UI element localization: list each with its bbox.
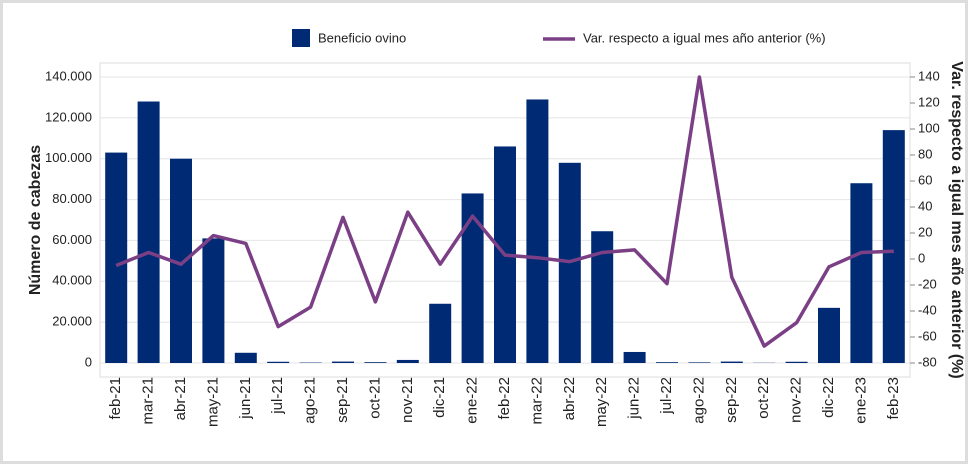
bar	[105, 152, 128, 363]
y2-tick-label: 120	[918, 94, 940, 109]
line	[115, 75, 894, 348]
x-tick-label: ene-23	[852, 377, 869, 424]
y-tick-label: 40.000	[52, 273, 92, 288]
y2-tick-label: -60	[918, 328, 937, 343]
x-tick-label: may-21	[204, 377, 221, 427]
bar	[332, 361, 354, 363]
y-axis-title: Número de cabezas	[27, 145, 44, 295]
x-tick-label: sep-21	[334, 377, 351, 423]
x-tick-label: nov-21	[399, 377, 416, 423]
y2-tick-label: 0	[918, 250, 925, 265]
x-tick-label: abr-21	[172, 377, 189, 420]
x-tick-label: jul-21	[269, 377, 286, 415]
bar	[170, 158, 192, 363]
y-tick-label: 60.000	[52, 232, 92, 247]
y2-tick-label: 100	[918, 120, 940, 135]
bar	[850, 183, 873, 363]
bar	[267, 361, 290, 363]
bar	[461, 193, 484, 363]
x-tick-label: mar-22	[528, 377, 545, 425]
bar	[202, 238, 225, 363]
x-tick-label: feb-21	[107, 377, 124, 420]
y2-tick-label: 60	[918, 172, 932, 187]
bar	[234, 352, 257, 363]
y2-tick-label: -40	[918, 302, 937, 317]
x-tick-label: dic-22	[820, 377, 837, 418]
x-tick-label: mar-21	[140, 377, 157, 425]
y2-tick-label: 140	[918, 68, 940, 83]
bar	[882, 130, 905, 363]
y-tick-label: 140.000	[45, 68, 92, 83]
y-tick-label: 20.000	[52, 314, 92, 329]
bar	[591, 231, 614, 363]
bar	[720, 361, 743, 363]
x-tick-label: oct-22	[755, 377, 772, 419]
bar	[623, 351, 646, 363]
bar	[396, 359, 419, 363]
x-tick-label: oct-21	[366, 377, 383, 419]
y2-axis-title: Var. respecto a igual mes año anterior (…	[948, 61, 965, 378]
x-tick-label: jun-22	[626, 377, 643, 420]
legend-swatch	[292, 29, 310, 47]
legend-label: Var. respecto a igual mes año anterior (…	[583, 30, 826, 45]
x-tick-label: jul-22	[658, 377, 675, 415]
bar	[137, 101, 160, 363]
x-tick-label: feb-23	[885, 377, 902, 420]
y2-tick-label: 40	[918, 198, 932, 213]
legend-label: Beneficio ovino	[318, 30, 406, 45]
x-tick-label: may-22	[593, 377, 610, 427]
bar	[364, 362, 387, 363]
bar	[526, 99, 549, 363]
bar	[818, 307, 840, 363]
y2-tick-label: 80	[918, 146, 932, 161]
x-tick-label: nov-22	[788, 377, 805, 423]
bar	[785, 361, 808, 363]
y-tick-label: 80.000	[52, 191, 92, 206]
y-tick-label: 0	[85, 354, 92, 369]
y2-tick-label: 20	[918, 224, 932, 239]
x-tick-label: sep-22	[723, 377, 740, 423]
x-tick-label: jun-21	[237, 377, 254, 420]
bar	[688, 362, 711, 363]
bar	[656, 362, 678, 363]
x-tick-label: ene-22	[464, 377, 481, 424]
y-tick-label: 100.000	[45, 150, 92, 165]
x-tick-label: dic-21	[431, 377, 448, 418]
x-tick-label: ago-22	[690, 377, 707, 424]
y2-tick-label: -80	[918, 354, 937, 369]
bar	[429, 303, 452, 363]
plot-area	[99, 62, 911, 378]
y-tick-label: 120.000	[45, 109, 92, 124]
x-tick-label: ago-21	[302, 377, 319, 424]
y2-tick-label: -20	[918, 276, 937, 291]
x-tick-label: abr-22	[561, 377, 578, 420]
x-tick-label: feb-22	[496, 377, 513, 420]
